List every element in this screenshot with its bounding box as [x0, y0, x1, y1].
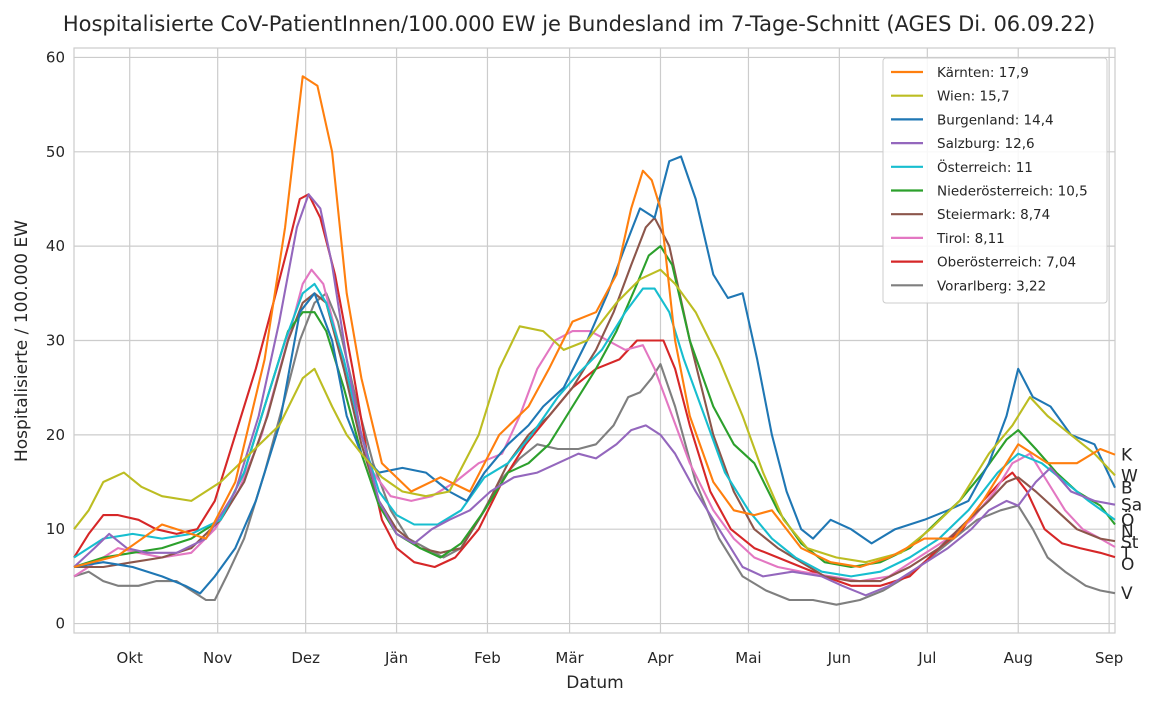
series-end-label: Ö — [1121, 509, 1134, 531]
y-tick-label: 30 — [46, 332, 65, 350]
x-tick-label: Sep — [1095, 649, 1123, 667]
series-group — [73, 75, 1116, 606]
series-end-label: K — [1121, 446, 1133, 466]
y-tick-label: 10 — [46, 520, 65, 538]
x-tick-label: Dez — [291, 649, 320, 667]
series-end-label: V — [1121, 584, 1133, 604]
y-tick-label: 50 — [46, 143, 65, 161]
legend: Kärnten: 17,9 Wien: 15,7 Burgenland: 14,4 S… — [882, 57, 1108, 304]
series-line — [73, 282, 1116, 578]
legend-entry: Niederösterreich: 10,5 — [937, 184, 1088, 200]
series-line — [73, 292, 1116, 606]
x-axis-ticks: Okt Nov Dez Jän Feb Mär Apr Mai Jun Jul Aug Sep — [117, 649, 1124, 667]
x-tick-label: Nov — [203, 649, 232, 667]
series-line — [73, 193, 1116, 597]
x-tick-label: Okt — [117, 649, 143, 667]
y-tick-label: 0 — [55, 615, 65, 633]
x-tick-label: Mär — [555, 649, 584, 667]
x-tick-label: Mai — [735, 649, 761, 667]
series-end-label: O — [1121, 555, 1134, 575]
legend-entry: Kärnten: 17,9 — [937, 65, 1029, 81]
series-end-label: Sa — [1121, 496, 1142, 516]
x-tick-label: Jän — [384, 649, 408, 667]
y-tick-label: 60 — [46, 48, 65, 66]
x-axis-label: Datum — [566, 673, 624, 693]
y-axis-label: Hospitalisierte / 100.000 EW — [12, 220, 32, 462]
x-tick-label: Jul — [917, 649, 936, 667]
legend-entry: Vorarlberg: 3,22 — [937, 278, 1046, 294]
y-tick-label: 20 — [46, 426, 65, 444]
legend-entry: Österreich: 11 — [937, 158, 1033, 176]
legend-entry: Wien: 15,7 — [937, 89, 1010, 105]
series-end-label: St — [1121, 533, 1139, 553]
series-end-label: T — [1120, 544, 1132, 564]
series-end-label: W — [1121, 466, 1138, 486]
legend-box — [882, 57, 1108, 304]
chart-title: Hospitalisierte CoV-PatientInnen/100.000… — [63, 12, 1095, 36]
x-tick-label: Aug — [1004, 649, 1033, 667]
x-tick-label: Apr — [648, 649, 675, 667]
legend-entry: Salzburg: 12,6 — [937, 136, 1035, 152]
x-tick-label: Feb — [474, 649, 501, 667]
y-tick-label: 40 — [46, 237, 65, 255]
legend-entry: Tirol: 8,11 — [936, 231, 1005, 247]
legend-entry: Burgenland: 14,4 — [937, 112, 1054, 128]
series-line — [73, 75, 1116, 569]
series-line — [73, 155, 1116, 595]
legend-entry: Steiermark: 8,74 — [937, 207, 1050, 223]
y-axis-ticks: 0 10 20 30 40 50 60 — [46, 48, 65, 632]
x-tick-label: Jun — [827, 649, 851, 667]
series-end-label: B — [1121, 479, 1133, 499]
legend-entry: Oberösterreich: 7,04 — [937, 255, 1076, 271]
series-end-label: N — [1121, 522, 1134, 542]
